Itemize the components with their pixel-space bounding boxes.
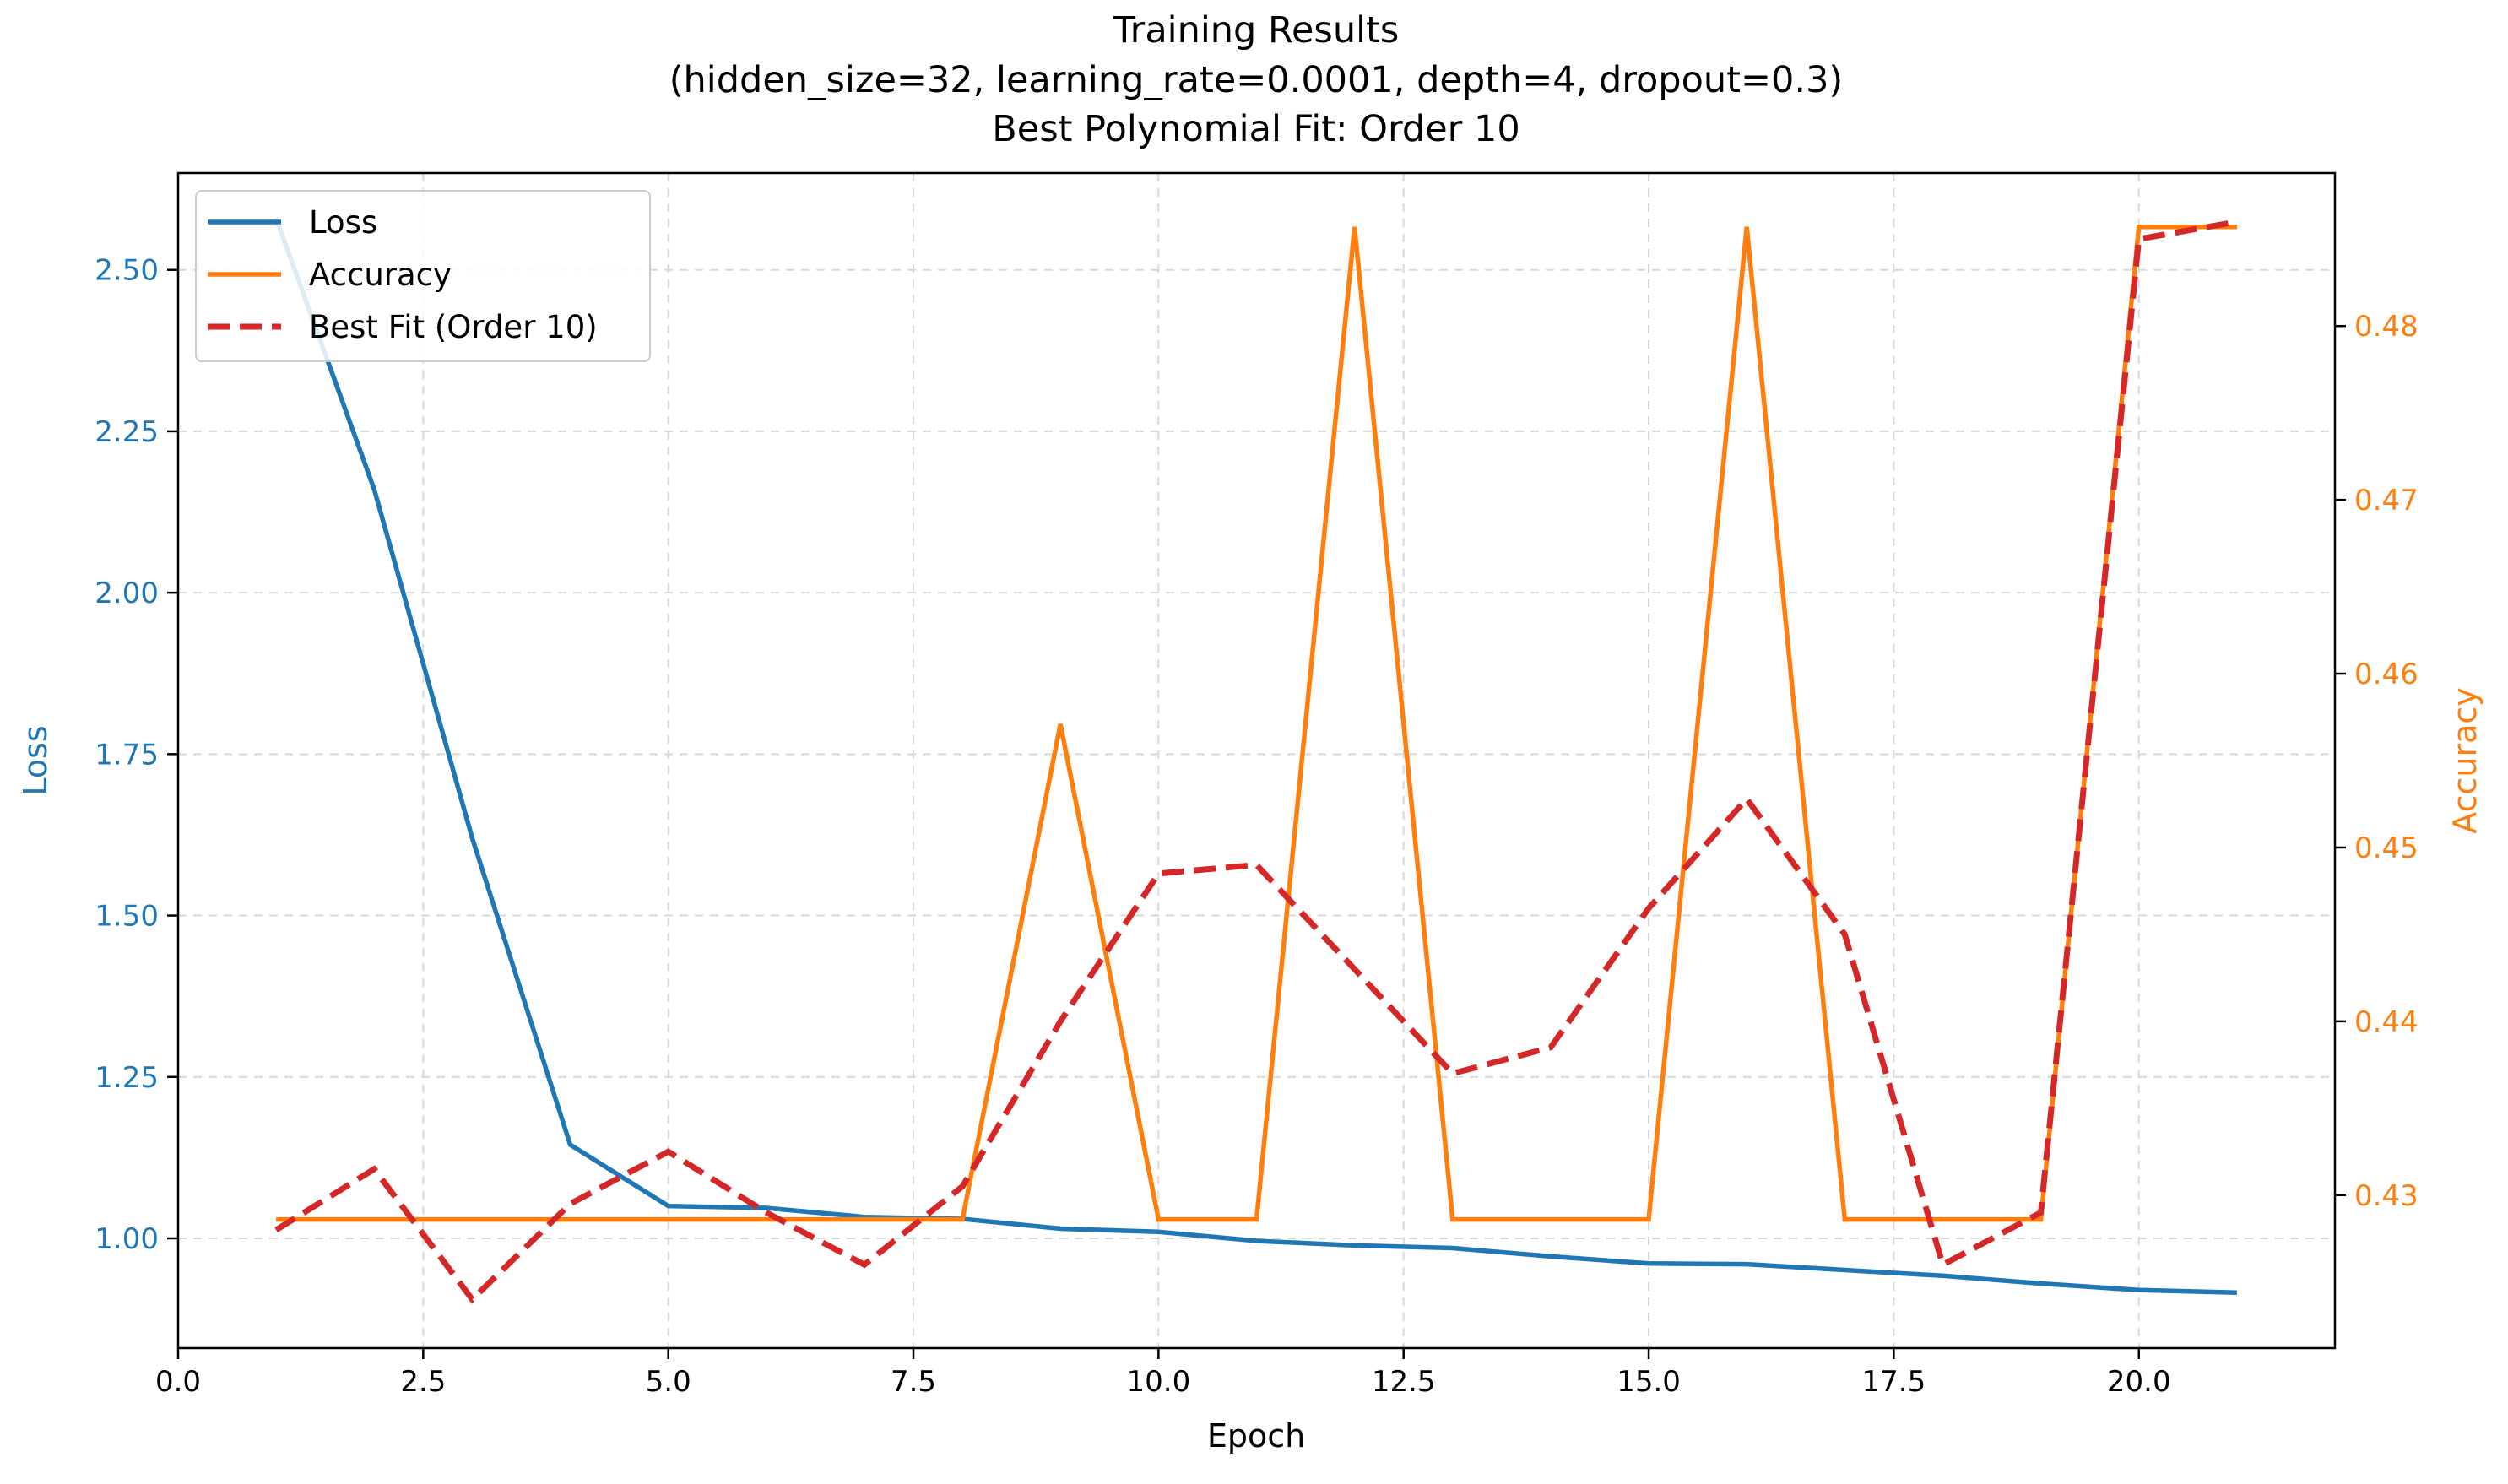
legend: Loss Accuracy Best Fit (Order 10) (195, 190, 651, 362)
left-y-tick-label: 2.25 (95, 415, 159, 449)
right-y-tick-label: 0.45 (2354, 831, 2419, 865)
x-tick-label: 7.5 (891, 1365, 936, 1399)
chart-title-line-3: Best Polynomial Fit: Order 10 (992, 108, 1520, 150)
x-tick-label: 5.0 (646, 1365, 691, 1399)
plot-series (274, 217, 2238, 1304)
x-axis-label: Epoch (1207, 1417, 1305, 1454)
x-tick-label: 17.5 (1862, 1365, 1926, 1399)
legend-label: Accuracy (309, 257, 452, 293)
legend-box (195, 190, 651, 362)
left-y-tick-label: 2.50 (95, 254, 159, 288)
x-tick-label: 20.0 (2107, 1365, 2171, 1399)
chart-title-line-1: Training Results (1113, 9, 1400, 51)
x-axis: 0.0 2.5 5.0 7.5 10.0 12.5 15.0 17.5 20.0 (155, 1348, 2171, 1399)
left-y-axis-label: Loss (17, 725, 54, 795)
series-line-accuracy (276, 225, 2237, 1222)
right-y-tick-label: 0.46 (2354, 658, 2419, 691)
legend-label: Loss (309, 204, 377, 241)
x-tick-label: 0.0 (155, 1365, 201, 1399)
left-y-tick-label: 2.00 (95, 577, 159, 610)
left-y-tick-label: 1.75 (95, 738, 159, 772)
left-y-axis: 1.00 1.25 1.50 1.75 2.00 2.25 2.50 (95, 254, 178, 1256)
x-tick-label: 15.0 (1617, 1365, 1681, 1399)
right-y-axis-label: Accuracy (2446, 687, 2484, 834)
chart-title: Training Results (hidden_size=32, learni… (669, 9, 1843, 150)
x-tick-label: 2.5 (400, 1365, 446, 1399)
left-y-tick-label: 1.50 (95, 900, 159, 934)
x-tick-label: 12.5 (1372, 1365, 1436, 1399)
left-y-tick-label: 1.25 (95, 1061, 159, 1095)
chart-title-line-2: (hidden_size=32, learning_rate=0.0001, d… (669, 59, 1843, 101)
right-y-axis: 0.43 0.44 0.45 0.46 0.47 0.48 (2335, 310, 2419, 1213)
right-y-tick-label: 0.47 (2354, 484, 2419, 517)
left-y-tick-label: 1.00 (95, 1222, 159, 1256)
right-y-tick-label: 0.48 (2354, 310, 2419, 344)
x-tick-label: 10.0 (1127, 1365, 1191, 1399)
right-y-tick-label: 0.44 (2354, 1005, 2419, 1039)
plot-frame (176, 171, 2337, 1350)
legend-label: Best Fit (Order 10) (309, 309, 598, 345)
series-line-best-fit-order-10 (274, 219, 2238, 1304)
right-y-tick-label: 0.43 (2354, 1179, 2419, 1213)
series-line-loss (274, 217, 2237, 1295)
